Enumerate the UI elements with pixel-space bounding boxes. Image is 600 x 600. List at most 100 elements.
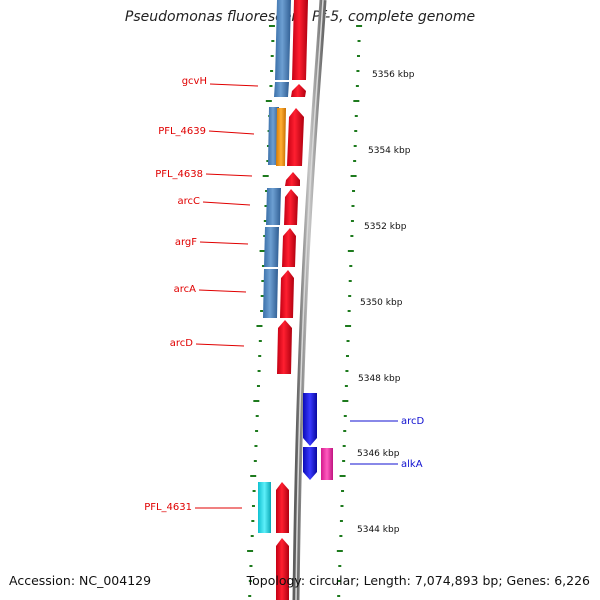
scale-tick — [265, 100, 272, 102]
feature-red-argF — [282, 228, 296, 267]
scale-tick — [260, 310, 264, 312]
feature-arcC — [266, 188, 281, 225]
scale-tick — [254, 445, 258, 447]
feature-red-bottom — [276, 538, 289, 600]
scale-tick — [336, 550, 343, 552]
forward-strand-features — [276, 0, 308, 600]
scale-tick — [255, 430, 259, 432]
scale-tick — [269, 85, 273, 87]
gene-label-PFL_4638[interactable]: PFL_4638 — [155, 169, 203, 180]
feature-PFL_4639-b — [276, 108, 286, 166]
feature-red-arcC — [284, 189, 298, 225]
scale-tick — [271, 40, 275, 42]
scale-tick — [354, 115, 358, 117]
gene-label-arcD[interactable]: arcD — [170, 338, 194, 349]
reverse-strand-features — [258, 0, 291, 533]
scale-tick — [256, 325, 263, 327]
gene-label-PFL_4631[interactable]: PFL_4631 — [144, 502, 192, 513]
gene-label-PFL_4639[interactable]: PFL_4639 — [158, 126, 206, 137]
right-gene-labels: arcD alkA — [350, 416, 425, 470]
scale-tick — [263, 235, 267, 237]
scale-tick — [341, 490, 345, 492]
scale-tick — [357, 40, 361, 42]
scale-tick — [342, 445, 346, 447]
scale-tick — [253, 460, 257, 462]
topology-text: Topology: circular; Length: 7,074,893 bp… — [246, 573, 590, 588]
scale-tick — [347, 250, 354, 252]
scale-tick — [263, 220, 267, 222]
scale-tick — [348, 295, 352, 297]
scale-tick — [257, 370, 261, 372]
feature-red-arcA — [280, 270, 294, 318]
feature-arcA — [263, 269, 278, 318]
scale-tick — [353, 145, 357, 147]
scale-label: 5344 kbp — [357, 525, 400, 535]
scale-tick — [348, 280, 352, 282]
left-gene-labels: gcvH PFL_4639 PFL_4638 arcC argF arcA ar… — [144, 76, 259, 513]
scale-label: 5348 kbp — [358, 374, 401, 384]
scale-tick — [261, 280, 265, 282]
scale-tick — [356, 25, 363, 27]
scale-tick — [349, 265, 353, 267]
scale-tick — [353, 100, 360, 102]
scale-tick — [338, 565, 342, 567]
scale-tick — [351, 205, 355, 207]
feature-red-top — [292, 0, 308, 80]
feature-PFL_4639-a — [268, 107, 279, 165]
scale-tick — [352, 190, 356, 192]
scale-tick — [342, 400, 349, 402]
scale-tick — [345, 370, 349, 372]
scale-tick — [342, 460, 346, 462]
scale-ticks — [247, 25, 363, 597]
scale-tick — [270, 70, 274, 72]
gene-label-argF[interactable]: argF — [175, 237, 197, 248]
gene-label-arcC[interactable]: arcC — [178, 196, 201, 207]
scale-tick — [339, 535, 343, 537]
feature-red-4639 — [287, 108, 304, 166]
scale-tick — [255, 415, 259, 417]
scale-tick — [249, 565, 253, 567]
scale-tick — [350, 175, 357, 177]
gene-label-alkA[interactable]: alkA — [401, 459, 423, 470]
scale-tick — [270, 55, 274, 57]
scale-tick — [339, 475, 346, 477]
scale-tick — [248, 595, 252, 597]
feature-red-4631 — [276, 482, 289, 533]
scale-tick — [337, 595, 341, 597]
scale-tick — [354, 130, 358, 132]
scale-label: 5354 kbp — [368, 146, 411, 156]
scale-tick — [344, 385, 348, 387]
scale-tick — [260, 295, 264, 297]
scale-tick — [261, 265, 265, 267]
feature-alkA-blue — [303, 447, 317, 480]
scale-tick — [337, 580, 341, 582]
gene-label-arcA[interactable]: arcA — [174, 284, 197, 295]
scale-tick — [251, 505, 255, 507]
feature-argF — [264, 227, 279, 267]
scale-tick — [356, 55, 360, 57]
scale-tick — [346, 340, 350, 342]
scale-tick — [345, 355, 349, 357]
scale-tick — [345, 325, 352, 327]
scale-tick — [343, 430, 347, 432]
scale-labels: 5356 kbp 5354 kbp 5352 kbp 5350 kbp 5348… — [357, 70, 415, 535]
right-side-features — [303, 393, 333, 480]
scale-tick — [253, 400, 260, 402]
feature-gcvH — [274, 82, 289, 97]
scale-tick — [350, 220, 354, 222]
scale-tick — [250, 535, 254, 537]
scale-tick — [350, 235, 354, 237]
gene-label-arcD-right[interactable]: arcD — [401, 416, 425, 427]
scale-label: 5346 kbp — [357, 449, 400, 459]
scale-tick — [266, 160, 270, 162]
scale-tick — [339, 520, 343, 522]
gene-label-gcvH[interactable]: gcvH — [182, 76, 207, 87]
scale-tick — [355, 85, 359, 87]
scale-tick — [250, 475, 257, 477]
scale-label: 5352 kbp — [364, 222, 407, 232]
scale-tick — [264, 205, 268, 207]
feature-red-gcvH — [291, 84, 306, 97]
scale-tick — [347, 310, 351, 312]
feature-red-arcD — [277, 320, 292, 374]
scale-tick — [258, 355, 262, 357]
